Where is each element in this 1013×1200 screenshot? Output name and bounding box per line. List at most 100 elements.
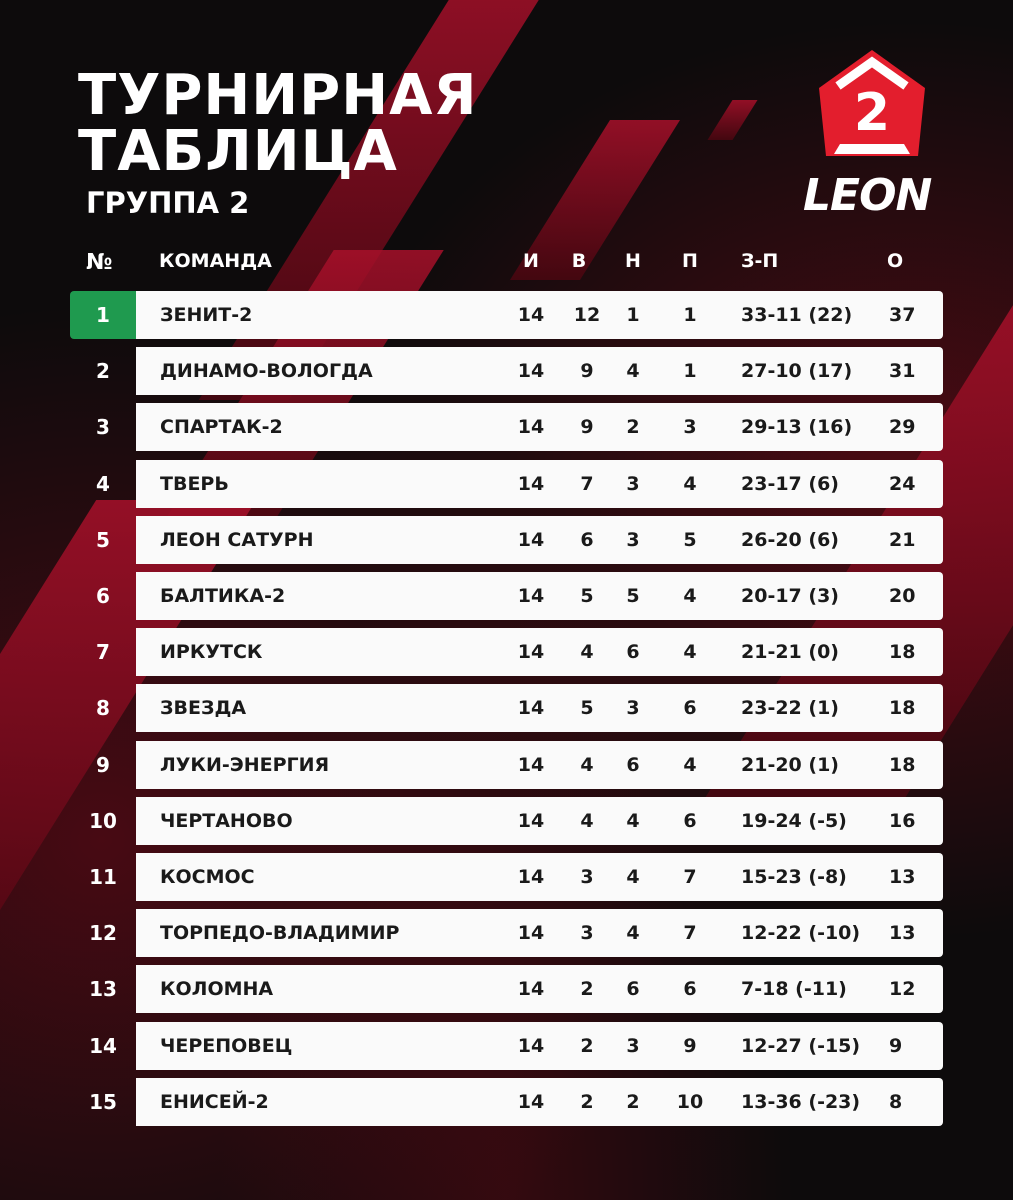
row-box: ЛЕОН САТУРН 14 6 3 5 26-20 (6) 21 xyxy=(136,515,943,564)
lost: 4 xyxy=(683,472,697,495)
col-header-rank: № xyxy=(86,250,113,275)
played: 14 xyxy=(517,585,545,607)
goals: 12-27 (-15) xyxy=(741,1034,861,1057)
table-row: 9 ЛУКИ-ЭНЕРГИЯ 14 4 6 4 21-20 (1) 18 xyxy=(70,740,943,789)
points: 13 xyxy=(889,866,916,888)
played: 14 xyxy=(517,641,545,664)
title-line-2: ТАБЛИЦА xyxy=(78,119,398,184)
drawn: 4 xyxy=(626,809,640,832)
goals: 21-20 (1) xyxy=(741,753,839,776)
played: 14 xyxy=(517,809,545,832)
lost: 6 xyxy=(683,697,697,720)
col-header-lost: П xyxy=(682,250,698,272)
points: 12 xyxy=(889,978,916,1001)
drawn: 3 xyxy=(626,528,640,551)
table-row: 4 ТВЕРЬ 14 7 3 4 23-17 (6) 24 xyxy=(70,459,943,508)
row-box: ЧЕРТАНОВО 14 4 4 6 19-24 (-5) 16 xyxy=(136,796,943,845)
lost: 3 xyxy=(683,416,697,439)
rank: 15 xyxy=(89,1089,117,1114)
row-box: ЕНИСЕЙ-2 14 2 2 10 13-36 (-23) 8 xyxy=(136,1077,943,1126)
table-row: 2 ДИНАМО-ВОЛОГДА 14 9 4 1 27-10 (17) 31 xyxy=(70,347,943,396)
rank: 12 xyxy=(89,921,117,946)
team-name: ТОРПЕДО-ВЛАДИМИР xyxy=(160,922,400,945)
played: 14 xyxy=(517,922,545,945)
lost: 7 xyxy=(683,866,697,888)
drawn: 2 xyxy=(626,1090,640,1113)
played: 14 xyxy=(517,978,545,1001)
won: 2 xyxy=(580,978,594,1001)
won: 2 xyxy=(580,1034,594,1057)
team-name: ИРКУТСК xyxy=(160,641,263,664)
points: 31 xyxy=(889,360,916,383)
team-name: ДИНАМО-ВОЛОГДА xyxy=(160,360,373,383)
drawn: 6 xyxy=(626,753,640,776)
rank: 10 xyxy=(89,808,117,833)
lost: 4 xyxy=(683,641,697,664)
rank: 9 xyxy=(96,752,110,777)
won: 6 xyxy=(580,528,594,551)
rank: 3 xyxy=(96,415,110,440)
drawn: 3 xyxy=(626,472,640,495)
title-line-1: ТУРНИРНАЯ xyxy=(78,63,478,128)
goals: 20-17 (3) xyxy=(741,585,839,607)
won: 3 xyxy=(580,922,594,945)
brand-logo: LEON xyxy=(803,170,932,221)
row-box: ДИНАМО-ВОЛОГДА 14 9 4 1 27-10 (17) 31 xyxy=(136,347,943,396)
team-name: ЧЕРТАНОВО xyxy=(160,809,293,832)
rank: 8 xyxy=(96,696,110,721)
points: 18 xyxy=(889,753,916,776)
bg-stripe xyxy=(707,100,758,140)
row-box: КОЛОМНА 14 2 6 6 7-18 (-11) 12 xyxy=(136,965,943,1014)
points: 24 xyxy=(889,472,916,495)
col-header-won: В xyxy=(571,250,587,272)
won: 12 xyxy=(573,304,601,326)
row-box: ИРКУТСК 14 4 6 4 21-21 (0) 18 xyxy=(136,628,943,677)
team-name: ЗЕНИТ-2 xyxy=(160,304,253,326)
lost: 5 xyxy=(683,528,697,551)
drawn: 4 xyxy=(626,360,640,383)
goals: 27-10 (17) xyxy=(741,360,853,383)
team-name: ЛУКИ-ЭНЕРГИЯ xyxy=(160,753,330,776)
row-box: ЧЕРЕПОВЕЦ 14 2 3 9 12-27 (-15) 9 xyxy=(136,1021,943,1070)
points: 20 xyxy=(889,585,916,607)
points: 18 xyxy=(889,641,916,664)
played: 14 xyxy=(517,1090,545,1113)
row-box: ТВЕРЬ 14 7 3 4 23-17 (6) 24 xyxy=(136,459,943,508)
row-box: ЛУКИ-ЭНЕРГИЯ 14 4 6 4 21-20 (1) 18 xyxy=(136,740,943,789)
won: 4 xyxy=(580,641,594,664)
drawn: 2 xyxy=(626,416,640,439)
won: 5 xyxy=(580,585,594,607)
lost: 10 xyxy=(676,1090,704,1113)
goals: 15-23 (-8) xyxy=(741,866,847,888)
drawn: 5 xyxy=(626,585,640,607)
played: 14 xyxy=(517,472,545,495)
points: 21 xyxy=(889,528,916,551)
lost: 6 xyxy=(683,809,697,832)
played: 14 xyxy=(517,360,545,383)
table-row: 14 ЧЕРЕПОВЕЦ 14 2 3 9 12-27 (-15) 9 xyxy=(70,1021,943,1070)
col-header-played: И xyxy=(523,250,539,272)
team-name: КОСМОС xyxy=(160,866,255,888)
table-row: 12 ТОРПЕДО-ВЛАДИМИР 14 3 4 7 12-22 (-10)… xyxy=(70,909,943,958)
team-name: ЗВЕЗДА xyxy=(160,697,247,720)
col-header-points: О xyxy=(887,250,904,272)
lost: 7 xyxy=(683,922,697,945)
table-row: 5 ЛЕОН САТУРН 14 6 3 5 26-20 (6) 21 xyxy=(70,515,943,564)
goals: 33-11 (22) xyxy=(741,304,853,326)
goals: 26-20 (6) xyxy=(741,528,839,551)
rank: 1 xyxy=(70,291,136,339)
drawn: 6 xyxy=(626,641,640,664)
row-box: СПАРТАК-2 14 9 2 3 29-13 (16) 29 xyxy=(136,403,943,452)
col-header-drawn: Н xyxy=(625,250,641,272)
won: 5 xyxy=(580,697,594,720)
rank: 7 xyxy=(96,640,110,665)
drawn: 3 xyxy=(626,1034,640,1057)
played: 14 xyxy=(517,1034,545,1057)
lost: 4 xyxy=(683,585,697,607)
won: 4 xyxy=(580,753,594,776)
col-header-goals: З-П xyxy=(741,250,779,272)
lost: 4 xyxy=(683,753,697,776)
group-subtitle: ГРУППА 2 xyxy=(86,186,250,220)
goals: 12-22 (-10) xyxy=(741,922,861,945)
team-name: ЛЕОН САТУРН xyxy=(160,528,314,551)
